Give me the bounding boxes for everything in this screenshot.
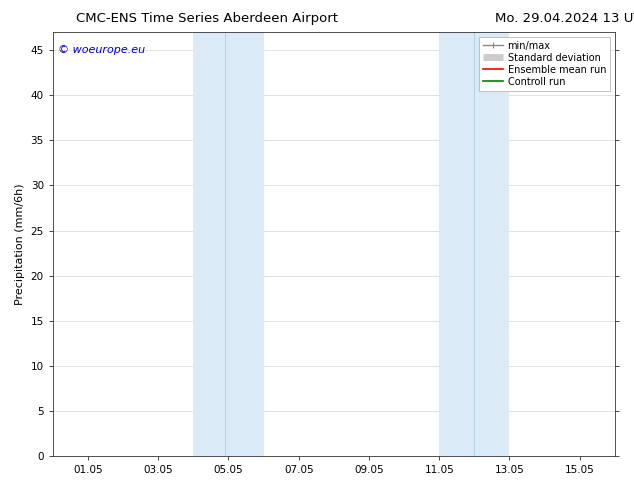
Text: CMC-ENS Time Series Aberdeen Airport: CMC-ENS Time Series Aberdeen Airport [76, 12, 338, 25]
Y-axis label: Precipitation (mm/6h): Precipitation (mm/6h) [15, 183, 25, 305]
Bar [193, 32, 264, 456]
Bar [439, 32, 510, 456]
Text: © woeurope.eu: © woeurope.eu [58, 45, 146, 55]
Legend: min/max, Standard deviation, Ensemble mean run, Controll run: min/max, Standard deviation, Ensemble me… [479, 37, 610, 91]
Text: Mo. 29.04.2024 13 UTC: Mo. 29.04.2024 13 UTC [495, 12, 634, 25]
